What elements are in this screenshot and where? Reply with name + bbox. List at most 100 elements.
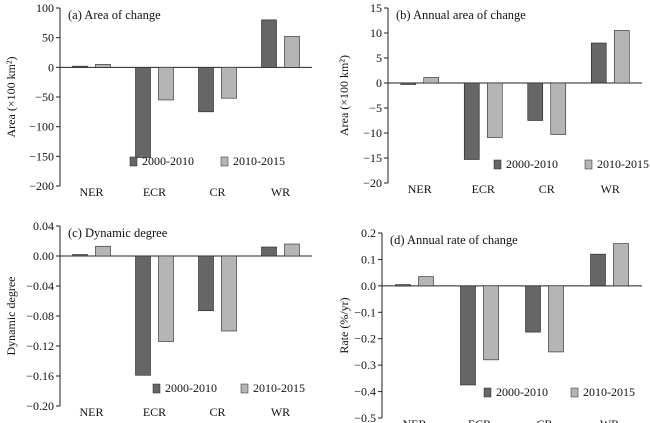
category-label: ECR [468, 417, 491, 423]
y-tick-label: 100 [36, 1, 54, 15]
y-tick-label: 10 [370, 26, 382, 40]
bar-ecr-2000-2010 [463, 82, 480, 160]
bar-cr-2010-2015 [548, 285, 564, 353]
legend-swatch [129, 156, 138, 167]
y-tick-label: 0 [48, 60, 54, 74]
bar-wr-2000-2010 [261, 19, 277, 68]
bar-ecr-2010-2015 [158, 255, 174, 342]
bar-cr-2010-2015 [550, 82, 567, 135]
y-tick-label: −150 [29, 149, 54, 163]
bar-ecr-2010-2015 [486, 82, 503, 138]
category-label: WR [601, 182, 620, 196]
bar-ecr-2010-2015 [158, 67, 174, 101]
category-label: ECR [472, 182, 495, 196]
y-tick-label: −50 [35, 90, 54, 104]
chart-panel-1: 100 50 0 −50 −100 −150 −200 (a) Area of change A… [4, 1, 312, 199]
category-label: NER [408, 182, 432, 196]
y-tick-label: −0.1 [354, 305, 376, 319]
y-tick-label: 0.00 [33, 249, 54, 263]
y-tick-label: −100 [29, 120, 54, 134]
y-tick-label: −0.20 [26, 399, 54, 413]
category-label: CR [539, 182, 555, 196]
legend-label: 2010-2015 [253, 381, 305, 395]
legend-swatch [483, 387, 492, 398]
category-label: WR [271, 185, 290, 199]
bar-cr-2000-2010 [525, 285, 541, 333]
y-tick-label: 5 [376, 51, 382, 65]
y-tick-label: 0.2 [361, 226, 376, 240]
y-axis-label: Area (×100 km²) [4, 56, 18, 137]
y-tick-label: −0.16 [26, 369, 54, 383]
y-tick-label: −5 [369, 101, 382, 115]
legend-label: 2010-2015 [583, 385, 635, 399]
y-tick-label: −20 [363, 176, 382, 190]
y-tick-label: −10 [363, 126, 382, 140]
bar-ner-2000-2010 [72, 254, 88, 257]
legend-label: 2010-2015 [233, 154, 285, 168]
bar-cr-2000-2010 [527, 82, 544, 121]
bar-cr-2000-2010 [198, 255, 214, 312]
bar-cr-2010-2015 [221, 67, 237, 99]
legend-swatch [152, 383, 161, 394]
y-tick-label: −0.12 [26, 339, 54, 353]
bar-ner-2000-2010 [400, 82, 417, 85]
bar-cr-2000-2010 [198, 67, 214, 113]
y-tick-label: 0.0 [361, 279, 376, 293]
bar-ecr-2000-2010 [135, 255, 151, 376]
bar-ner-2010-2015 [95, 245, 111, 257]
bar-ner-2000-2010 [395, 284, 411, 287]
y-axis-label: Area (×100 km²) [337, 55, 351, 136]
y-tick-label: −15 [363, 151, 382, 165]
chart-title: (b) Annual area of change [396, 8, 526, 22]
y-tick-label: 0 [376, 76, 382, 90]
category-label: NER [80, 185, 104, 199]
legend-swatch [570, 387, 579, 398]
y-tick-label: −0.4 [354, 385, 376, 399]
bar-ner-2010-2015 [95, 64, 111, 68]
legend-swatch [584, 159, 593, 170]
y-tick-label: −0.5 [354, 411, 376, 423]
legend-swatch [493, 159, 502, 170]
bar-wr-2000-2010 [590, 253, 606, 287]
bar-ecr-2000-2010 [135, 67, 151, 158]
bar-wr-2010-2015 [284, 36, 300, 68]
category-label: NER [403, 417, 427, 423]
chart-panel-3: 0.04 0.00 −0.04 −0.08 −0.12 −0.16 −0.20 (c) Dyn… [4, 219, 312, 419]
y-tick-label: −200 [29, 179, 54, 193]
y-tick-label: 0.1 [361, 252, 376, 266]
legend-label: 2010-2015 [597, 157, 649, 171]
chart-panel-4: 0.2 0.1 0.0 −0.1 −0.2 −0.3 −0.4 −0.5 (d) Annual … [337, 226, 642, 423]
bar-ner-2010-2015 [423, 77, 440, 84]
bar-ecr-2000-2010 [460, 285, 476, 386]
y-tick-label: −0.08 [26, 309, 54, 323]
category-label: CR [209, 405, 225, 419]
bar-wr-2000-2010 [590, 42, 607, 84]
chart-panel-2: 15 10 5 0 −5 −10 −15 −20 (b) Annual area of chan… [337, 1, 649, 196]
category-label: WR [271, 405, 290, 419]
y-tick-label: 15 [370, 1, 382, 15]
y-axis-label: Dynamic degree [4, 277, 18, 356]
bar-wr-2000-2010 [261, 246, 277, 257]
category-label: ECR [143, 405, 166, 419]
bar-wr-2010-2015 [613, 30, 630, 84]
chart-title: (d) Annual rate of change [390, 233, 518, 247]
legend-label: 2000-2010 [142, 154, 194, 168]
y-tick-label: −0.2 [354, 332, 376, 346]
y-tick-label: −0.04 [26, 279, 54, 293]
bar-ecr-2010-2015 [483, 285, 499, 361]
y-axis-label: Rate (%/yr) [337, 297, 351, 353]
chart-title: (a) Area of change [68, 8, 161, 22]
category-label: ECR [143, 185, 166, 199]
bar-wr-2010-2015 [613, 243, 629, 287]
bar-ner-2000-2010 [72, 65, 88, 68]
y-tick-label: 50 [42, 31, 54, 45]
category-label: NER [80, 405, 104, 419]
category-label: CR [209, 185, 225, 199]
category-label: WR [600, 417, 619, 423]
category-label: CR [536, 417, 552, 423]
legend-swatch [220, 156, 229, 167]
y-tick-label: 0.04 [33, 219, 54, 233]
legend-label: 2000-2010 [496, 385, 548, 399]
y-tick-label: −0.3 [354, 358, 376, 372]
bar-ner-2010-2015 [418, 276, 434, 287]
